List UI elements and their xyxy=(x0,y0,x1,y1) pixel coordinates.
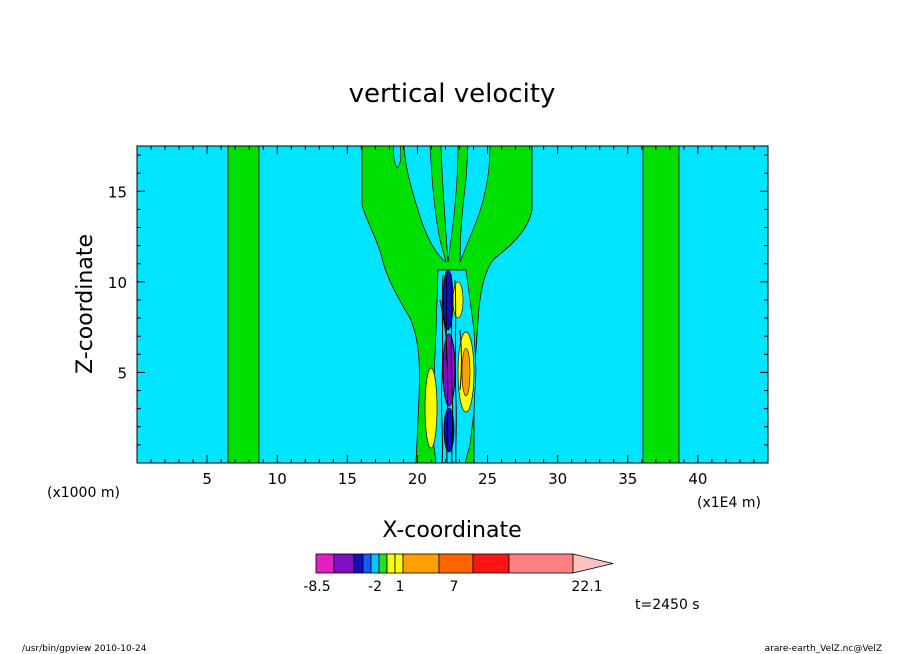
colorbar-swatch xyxy=(438,553,474,574)
y-tick-label: 10 xyxy=(108,274,127,292)
colorbar-label: 1 xyxy=(396,579,405,595)
colorbar-swatch xyxy=(353,553,364,574)
x-tick-label: 20 xyxy=(408,470,427,488)
downdraft-cell xyxy=(442,333,456,407)
time-annotation: t=2450 s xyxy=(635,597,700,613)
colorbar-swatch xyxy=(386,553,396,574)
y-tick-label: 15 xyxy=(108,183,127,201)
colorbar-label: 22.1 xyxy=(571,579,602,595)
plot-frame xyxy=(136,145,769,464)
x-tick-label: 30 xyxy=(548,470,567,488)
y-axis-label: Z-coordinate xyxy=(73,234,98,374)
inner-streak-small xyxy=(393,146,402,169)
dense-contour-lines xyxy=(439,271,462,463)
inner-streak-center xyxy=(440,146,459,263)
downdraft-cell xyxy=(442,269,454,331)
colorbar-swatch xyxy=(508,553,574,574)
colorbar-swatch xyxy=(472,553,510,574)
footer-right: arare-earth_VelZ.nc@VelZ xyxy=(765,644,882,654)
colorbar-label: -8.5 xyxy=(303,579,330,595)
colorbar-swatch xyxy=(333,553,355,574)
chart-title: vertical velocity xyxy=(349,79,556,109)
x-tick-label: 15 xyxy=(338,470,357,488)
x-tick-label: 5 xyxy=(202,470,212,488)
positive-band-right xyxy=(642,146,680,463)
colorbar-arrow xyxy=(572,553,614,574)
colorbar xyxy=(315,553,614,574)
x-unit-left: (x1000 m) xyxy=(47,485,120,501)
updraft-cell-inner xyxy=(461,347,471,397)
footer-left: /usr/bin/gpview 2010-10-24 xyxy=(22,644,147,654)
x-tick-label: 40 xyxy=(688,470,707,488)
updraft-cell xyxy=(452,281,464,319)
colorbar-label: 7 xyxy=(450,579,459,595)
y-tick-label: 5 xyxy=(117,364,127,382)
colorbar-swatch xyxy=(315,553,335,574)
y-axis: 5 10 15 xyxy=(108,154,768,446)
x-tick-label: 25 xyxy=(478,470,497,488)
x-unit-right: (x1E4 m) xyxy=(697,495,761,511)
x-axis: 5 10 15 20 25 30 35 40 xyxy=(150,146,755,488)
inner-streak-right xyxy=(459,146,491,263)
colorbar-label: -2 xyxy=(368,579,382,595)
x-tick-label: 35 xyxy=(618,470,637,488)
colorbar-swatch xyxy=(402,553,440,574)
colorbar-swatch xyxy=(370,553,380,574)
x-tick-label: 10 xyxy=(268,470,287,488)
colorbar-swatch xyxy=(362,553,372,574)
colorbar-swatch xyxy=(378,553,388,574)
positive-band-left xyxy=(227,146,260,463)
colorbar-swatch xyxy=(394,553,404,574)
inner-streak-left xyxy=(403,146,447,263)
updraft-cell xyxy=(424,367,438,449)
contour-field xyxy=(137,146,768,463)
x-axis-label: X-coordinate xyxy=(382,518,521,543)
